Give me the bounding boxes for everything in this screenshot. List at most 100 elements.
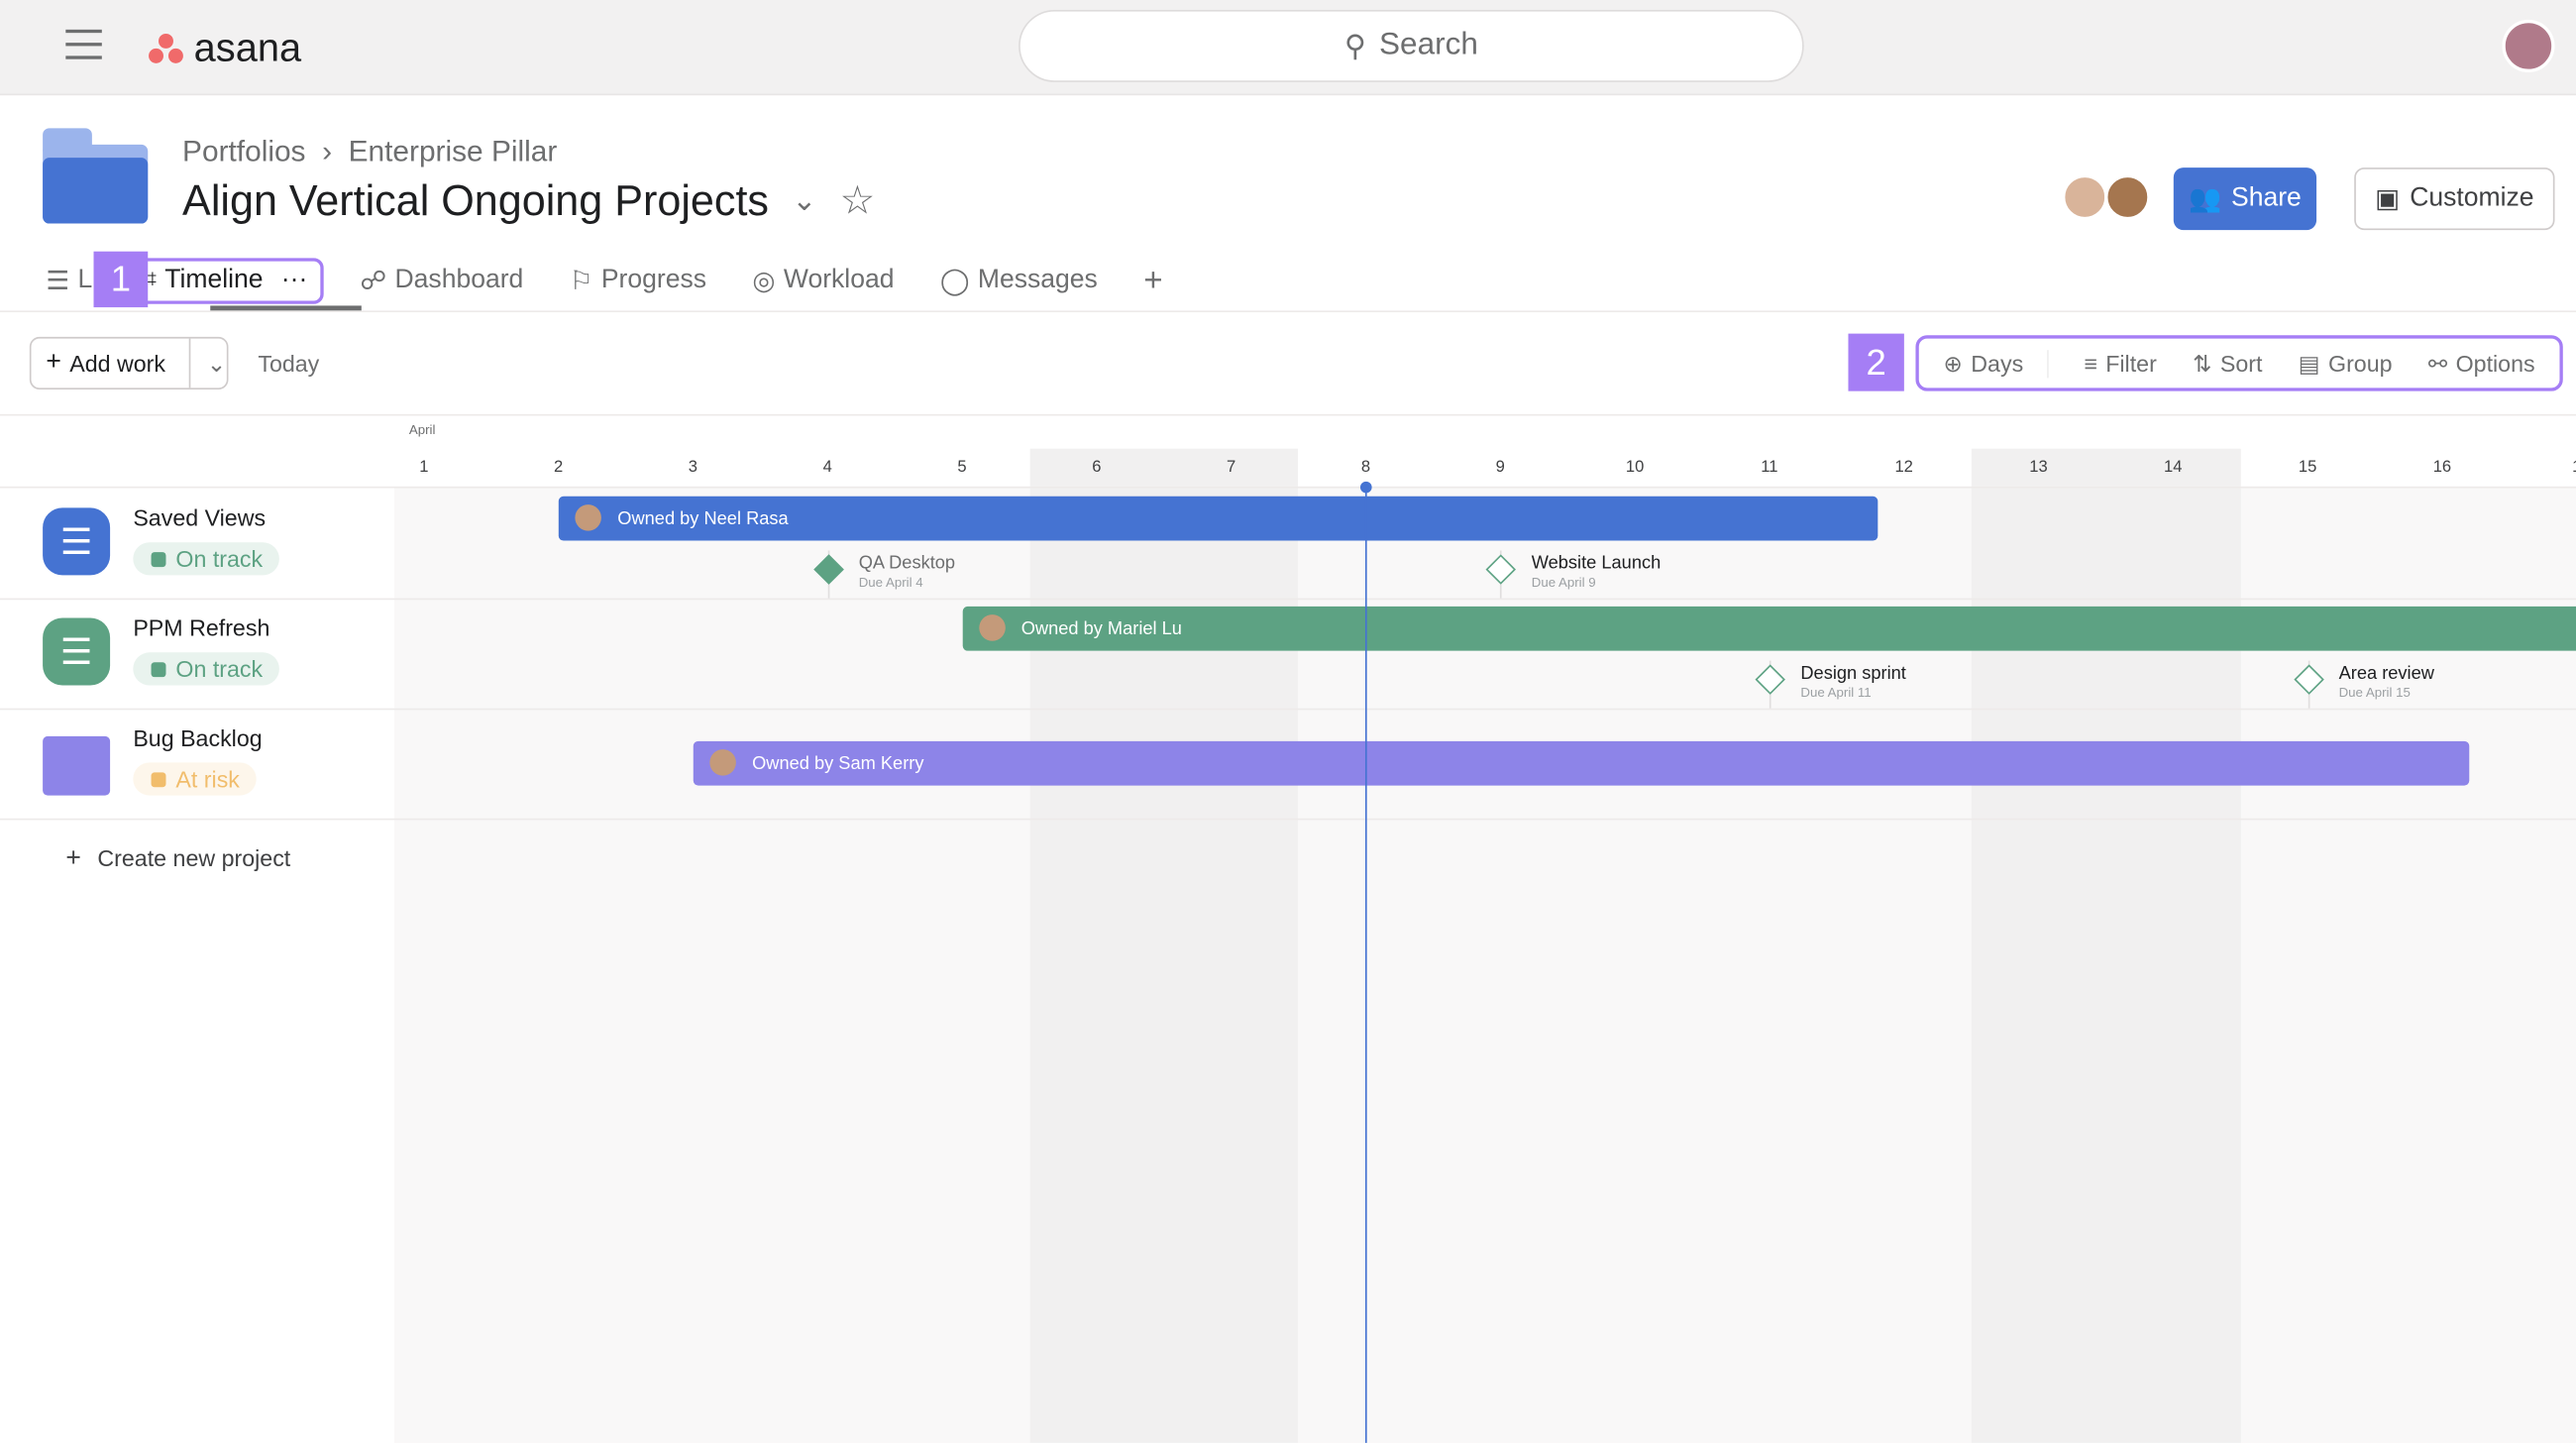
breadcrumb-enterprise-pillar[interactable]: Enterprise Pillar [348,134,558,168]
tab-workload[interactable]: ◎ Workload [752,265,894,297]
today-button[interactable]: Today [258,350,319,377]
asana-dots-icon [149,33,183,63]
project-row-label[interactable]: ☰ PPM Refresh On track [0,599,394,709]
sort-icon: ⇅ [2193,349,2212,376]
tab-timeline[interactable]: ⌗ Timeline ··· [128,258,324,304]
divider [0,598,2576,601]
dashboard-icon: ☍ [360,268,387,296]
owner-avatar [575,504,601,531]
user-avatar[interactable] [2502,19,2555,72]
status-badge: On track [133,542,279,576]
day-label: 1 [419,458,429,477]
chevron-down-icon[interactable]: ⌄ [792,183,817,217]
project-name[interactable]: Bug Backlog [133,724,263,751]
options-button[interactable]: ⚯ Options [2428,349,2535,377]
project-timeline-bar[interactable]: Owned by Sam Kerry [693,740,2470,786]
project-row-label[interactable]: Bug Backlog At risk [0,709,394,819]
more-options-icon[interactable]: ··· [280,266,308,294]
hamburger-menu-icon[interactable] [65,29,102,59]
members-avatars[interactable] [2062,173,2151,221]
tab-label: Workload [783,266,895,294]
weekend-shade [1028,415,1299,1443]
day-label: 6 [1092,458,1102,477]
day-label: 16 [2432,458,2452,477]
bar-label: Owned by Mariel Lu [1020,618,1182,639]
timeline-grid [393,415,2576,1443]
add-work-button-group: + Add work ⌄ [29,336,229,389]
avatar [2062,173,2108,221]
project-name[interactable]: Saved Views [133,504,267,531]
sort-button[interactable]: ⇅ Sort [2193,349,2262,377]
tab-dashboard[interactable]: ☍ Dashboard [360,265,523,297]
brand-name: asana [193,26,302,71]
chevron-down-icon[interactable]: ⌄ [206,349,227,376]
day-label: 9 [1495,458,1505,477]
asana-logo[interactable]: asana [148,27,301,72]
plus-icon: + [65,844,81,873]
today-line [1365,486,1368,1443]
view-tabs: ☰ L ⌗ Timeline ··· ☍ Dashboard ⚐ Progress ◎ Wo… [46,253,1209,308]
project-row-label[interactable]: ☰ Saved Views On track [0,488,394,598]
milestone-name: Area review [2338,663,2434,684]
list-icon: ☰ [46,268,70,296]
tab-label: Dashboard [394,266,524,294]
milestone-due-date: Due April 4 [858,575,923,591]
day-label: 13 [2029,458,2048,477]
megaphone-icon: ⚐ [569,268,593,296]
weekend-shade [1028,448,1299,487]
breadcrumb-portfolios[interactable]: Portfolios [182,134,306,168]
active-tab-underline [210,305,362,311]
customize-label: Customize [2410,183,2534,212]
create-new-project-button[interactable]: + Create new project [65,844,290,874]
add-work-button[interactable]: + Add work [32,338,191,388]
milestone[interactable]: Area review Due April 15 [2338,663,2434,702]
day-label: 3 [688,458,698,477]
filter-button[interactable]: ≡ Filter [2084,350,2156,377]
options-label: Options [2455,350,2535,377]
milestone[interactable]: Design sprint Due April 11 [1800,663,1906,702]
workload-icon: ◎ [752,268,776,296]
star-icon[interactable]: ☆ [839,178,876,224]
milestone-name: Design sprint [1800,663,1906,684]
divider [0,310,2576,313]
milestone[interactable]: QA Desktop Due April 4 [859,555,955,591]
divider [0,413,2576,416]
weekend-shade [1971,415,2241,1443]
view-options-toolbar: ⊕ Days ≡ Filter ⇅ Sort ▤ Group ⚯ Options [1915,335,2563,391]
group-button[interactable]: ▤ Group [2299,349,2393,377]
project-name[interactable]: PPM Refresh [133,614,270,641]
milestone-name: Website Launch [1531,553,1662,574]
customize-icon: ▣ [2375,185,2401,214]
top-bar: asana ⚲ Search [0,0,2576,96]
weekend-shade [1971,448,2241,487]
day-label: 5 [957,458,967,477]
project-timeline-bar[interactable]: Owned by Mariel Lu [962,606,2576,651]
status-badge: On track [133,652,279,686]
timeline-header: April 123456789101112131415161 [393,415,2576,487]
tab-label: Timeline [164,266,264,294]
tab-list[interactable]: ☰ L [46,265,92,297]
add-tab-button[interactable]: + [1143,262,1162,299]
search-input[interactable]: ⚲ Search [1019,9,1804,82]
chevron-right-icon: › [322,134,333,168]
tab-messages[interactable]: ◯ Messages [940,265,1098,297]
bar-label: Owned by Neel Rasa [617,508,789,529]
today-marker [1360,481,1373,494]
day-label: 2 [553,458,564,477]
day-label: 10 [1625,458,1645,477]
owner-avatar [978,614,1006,641]
zoom-days-button[interactable]: ⊕ Days [1944,349,2049,378]
bar-label: Owned by Sam Kerry [752,753,924,774]
milestone[interactable]: Website Launch Due April 9 [1532,555,1661,591]
search-placeholder: Search [1379,28,1478,63]
customize-button[interactable]: ▣ Customize [2354,167,2555,231]
search-icon: ⚲ [1343,29,1366,62]
status-badge: At risk [133,762,257,796]
milestone-due-date: Due April 11 [1800,685,1872,701]
milestone-due-date: Due April 15 [2338,685,2411,701]
share-button[interactable]: 👥 Share [2173,167,2317,231]
project-timeline-bar[interactable]: Owned by Neel Rasa [558,496,1878,541]
group-label: Group [2328,350,2393,377]
tab-progress[interactable]: ⚐ Progress [570,265,706,297]
tab-label: Progress [600,266,707,294]
